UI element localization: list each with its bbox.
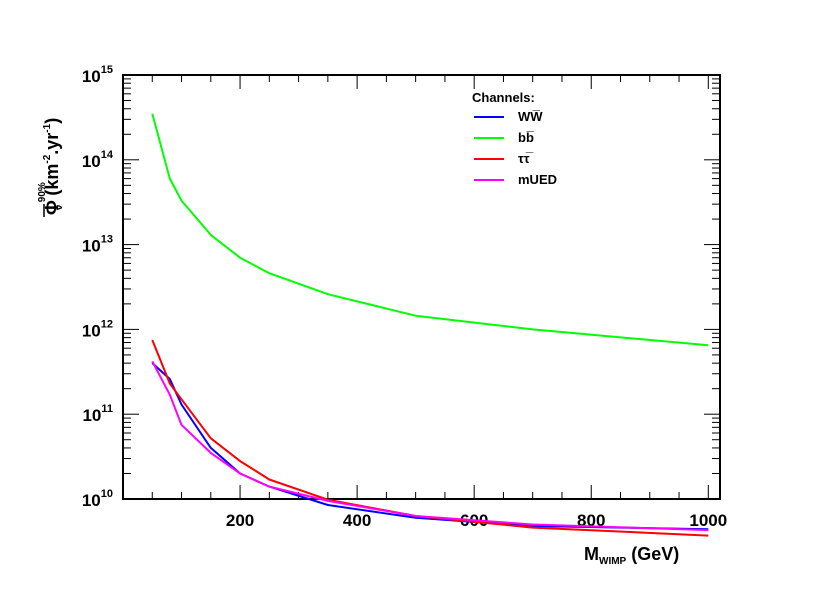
series-line-tautau [151, 339, 709, 537]
y-axis-title-symbol: Φ [42, 200, 62, 215]
x-axis-title: MWIMP (GeV) [584, 544, 679, 567]
legend-entries: WW̅ bb̅ ττ̅ mUED [474, 109, 557, 187]
y-tick-label-base: 10 [82, 406, 101, 425]
y-tick-label-exp: 12 [101, 318, 113, 330]
y-tick-label-exp: 13 [101, 234, 113, 246]
x-tick-label: 400 [343, 511, 371, 530]
x-axis-title-main: M [584, 544, 599, 564]
legend-title: Channels: [472, 90, 535, 105]
y-tick-label-base: 10 [82, 321, 101, 340]
y-tick-label-base: 10 [82, 152, 101, 171]
y-tick-label: 1010 [82, 488, 113, 510]
y-tick-label: 1014 [82, 149, 114, 171]
y-tick-label-exp: 15 [101, 64, 113, 76]
y-tick-label-base: 10 [82, 237, 101, 256]
y-tick-label-exp: 10 [101, 488, 113, 500]
x-tick-label: 200 [226, 511, 254, 530]
y-axis-title-sub: ν [54, 204, 65, 210]
x-tick-label: 1000 [689, 511, 727, 530]
y-axis-title-unit-exp2: -1 [42, 123, 53, 132]
y-tick-label: 1015 [82, 64, 113, 86]
y-axis-title-unit: (km [42, 164, 62, 201]
y-tick-label-base: 10 [82, 491, 101, 510]
x-axis-ticks: 200 400 600 800 1000 [151, 75, 727, 530]
legend-label: mUED [518, 172, 557, 187]
y-tick-label: 1013 [82, 234, 113, 256]
series-line-mued [151, 360, 709, 532]
y-tick-label: 1011 [82, 403, 113, 425]
legend-label: bb̅ [518, 130, 534, 145]
legend-label: WW̅ [518, 109, 543, 124]
series-line-ww [151, 362, 709, 531]
svg-text:Φ90%ν (km-2.yr-1): Φ90% ν (km-2.yr-1) [37, 118, 65, 215]
legend: Channels: WW̅ bb̅ ττ̅ mUED [472, 90, 557, 187]
y-axis-title: Φ90% ν (km-2.yr-1) [37, 118, 65, 217]
y-axis-title-unit-mid: .yr [42, 133, 62, 155]
y-axis-title-unit-exp1: -2 [42, 154, 53, 163]
series-layer [151, 113, 709, 537]
y-tick-label-exp: 14 [101, 149, 114, 161]
y-axis-title-sup: 90% [37, 182, 48, 202]
series-line-bb [151, 113, 709, 347]
legend-label: ττ̅ [518, 151, 534, 166]
y-tick-label-exp: 11 [101, 403, 113, 415]
plot-frame [122, 74, 721, 500]
y-tick-label-base: 10 [82, 67, 101, 86]
x-axis-title-unit: (GeV) [626, 544, 679, 564]
y-tick-label: 1012 [82, 318, 113, 340]
y-axis-title-unit-close: ) [42, 118, 62, 124]
x-axis-title-sub: WIMP [599, 556, 627, 567]
